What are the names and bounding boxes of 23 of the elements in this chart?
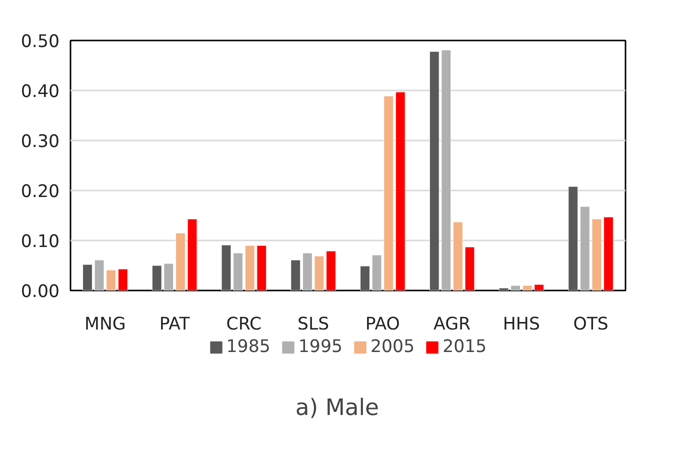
- bar: [118, 268, 128, 290]
- x-tick-label: MNG: [84, 314, 126, 334]
- bar: [568, 186, 578, 290]
- legend-label: 1985: [226, 337, 270, 357]
- y-tick-label: 0.20: [20, 182, 60, 202]
- y-tick-label: 0.10: [20, 232, 60, 252]
- bar: [395, 92, 406, 290]
- legend-label: 1995: [298, 337, 342, 357]
- y-tick-label: 0.40: [20, 82, 60, 102]
- x-tick-label: PAT: [159, 314, 190, 334]
- legend-label: 2005: [370, 337, 415, 357]
- legend-label: 2015: [442, 337, 487, 357]
- x-tick-label: OTS: [573, 314, 608, 334]
- y-tick-label: 0.00: [20, 282, 60, 302]
- x-tick-label: PAO: [365, 314, 400, 334]
- x-tick-label: HHS: [502, 314, 540, 334]
- y-tick-label: 0.30: [20, 132, 60, 152]
- text: a) Male: [295, 394, 379, 421]
- bar: [290, 260, 301, 290]
- x-tick-label: SLS: [297, 314, 330, 334]
- x-tick-label: AGR: [434, 314, 471, 334]
- y-tick-label: 0.50: [20, 32, 60, 52]
- x-tick-label: CRC: [226, 314, 262, 334]
